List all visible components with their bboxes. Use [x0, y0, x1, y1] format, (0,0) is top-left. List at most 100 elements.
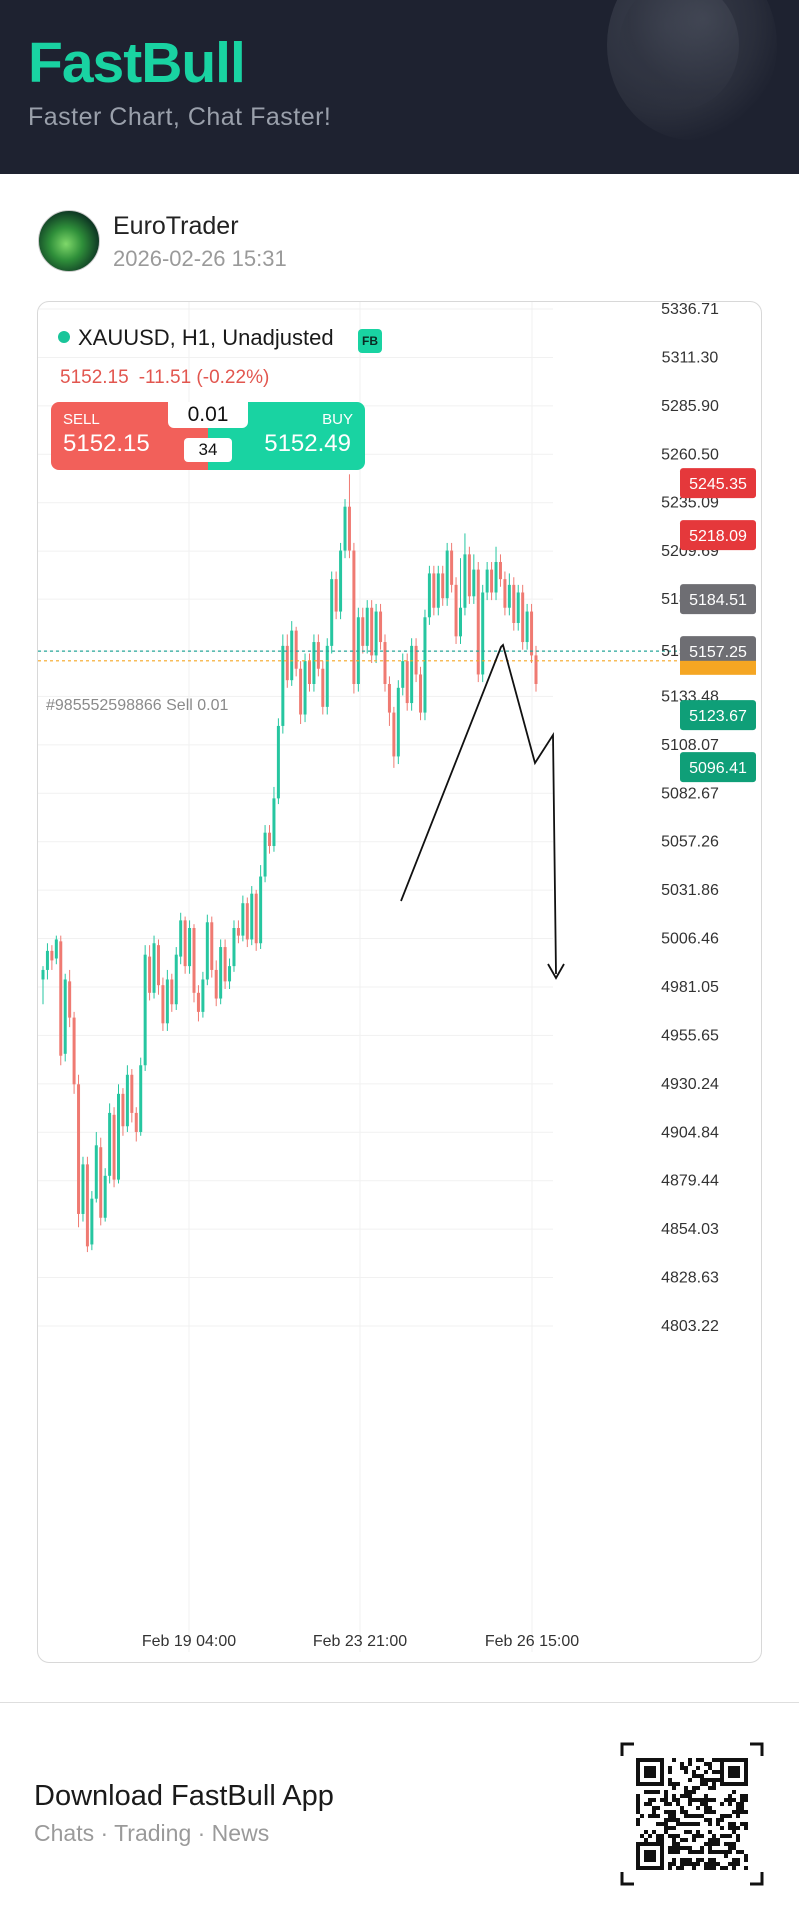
- price-change: -11.51 (-0.22%): [138, 367, 270, 388]
- qr-module: [732, 1858, 736, 1862]
- candle-body: [152, 943, 156, 993]
- qr-module: [684, 1814, 688, 1818]
- candle-body: [383, 642, 387, 684]
- candle-body: [401, 661, 405, 688]
- qr-module: [684, 1770, 688, 1774]
- x-tick-label: Feb 26 15:00: [485, 1633, 579, 1650]
- qr-module: [704, 1782, 708, 1786]
- qr-module: [692, 1814, 696, 1818]
- qr-module: [728, 1842, 732, 1846]
- qr-module: [704, 1778, 708, 1782]
- candle-body: [463, 554, 467, 608]
- download-title[interactable]: Download FastBull App: [34, 1780, 334, 1812]
- qr-module: [704, 1794, 708, 1798]
- candle-body: [299, 668, 303, 715]
- arrow-head-icon: [547, 963, 565, 980]
- candle-body: [108, 1112, 112, 1176]
- y-tick-label: 4930.24: [661, 1076, 719, 1093]
- qr-module: [648, 1834, 652, 1838]
- qr-module: [652, 1798, 656, 1802]
- qr-module: [704, 1806, 708, 1810]
- qr-module: [668, 1826, 672, 1830]
- candle-body: [210, 922, 214, 970]
- candle-body: [94, 1145, 98, 1199]
- qr-module: [688, 1850, 692, 1854]
- qr-module: [712, 1850, 716, 1854]
- candle-body: [365, 607, 369, 646]
- qr-module: [716, 1770, 720, 1774]
- qr-module: [708, 1818, 712, 1822]
- qr-module: [688, 1858, 692, 1862]
- qr-module: [668, 1846, 672, 1850]
- qr-module: [672, 1782, 676, 1786]
- candle-body: [325, 645, 329, 707]
- qr-module: [684, 1838, 688, 1842]
- candle-body: [436, 573, 440, 608]
- qr-module: [656, 1822, 660, 1826]
- qr-module: [708, 1830, 712, 1834]
- qr-module: [668, 1814, 672, 1818]
- qr-module: [640, 1834, 644, 1838]
- candle-body: [232, 927, 236, 967]
- price-tag: [680, 700, 756, 731]
- qr-module: [696, 1766, 700, 1770]
- qr-module: [644, 1790, 648, 1794]
- qr-module: [696, 1758, 700, 1762]
- price-tag: [680, 520, 756, 551]
- qr-module: [736, 1862, 740, 1866]
- qr-module: [732, 1826, 736, 1830]
- qr-module: [636, 1794, 640, 1798]
- qr-module: [724, 1798, 728, 1802]
- candle-body: [467, 554, 471, 597]
- y-tick-label: 4828.63: [661, 1270, 719, 1287]
- candle-body: [334, 579, 338, 612]
- quantity-input[interactable]: 0.01: [168, 402, 248, 428]
- qr-module: [696, 1798, 700, 1802]
- qr-module: [712, 1842, 716, 1846]
- qr-module: [664, 1798, 668, 1802]
- qr-module: [696, 1858, 700, 1862]
- trend-drawing: [400, 643, 557, 975]
- qr-module: [740, 1810, 744, 1814]
- order-line-label[interactable]: #985552598866 Sell 0.01: [46, 697, 229, 714]
- candle-body: [476, 569, 480, 675]
- candle-body: [370, 607, 374, 656]
- y-tick-label: 5285.90: [661, 398, 719, 415]
- candle-body: [45, 950, 49, 970]
- qr-module: [636, 1806, 640, 1810]
- qr-module: [676, 1842, 680, 1846]
- username[interactable]: EuroTrader: [113, 212, 239, 240]
- candle-body: [445, 550, 449, 599]
- qr-module: [732, 1810, 736, 1814]
- qr-module: [664, 1802, 668, 1806]
- qr-module: [700, 1774, 704, 1778]
- trade-panel[interactable]: SELL 5152.15 BUY 5152.49 0.01 34: [51, 402, 365, 470]
- candle-body: [228, 966, 232, 982]
- qr-module: [668, 1866, 672, 1870]
- qr-module: [636, 1822, 640, 1826]
- buy-button[interactable]: BUY 5152.49: [208, 402, 365, 470]
- candle-body: [516, 592, 520, 623]
- chart-card[interactable]: 5336.71 5311.30 5285.90 5260.50 5235.09 5209.…: [37, 301, 762, 1663]
- qr-module: [664, 1822, 668, 1826]
- qr-module: [660, 1838, 664, 1842]
- qr-module: [680, 1806, 684, 1810]
- qr-module: [680, 1822, 684, 1826]
- candle-body: [50, 950, 54, 961]
- buy-price: 5152.49: [264, 430, 351, 457]
- qr-code-icon[interactable]: [620, 1742, 764, 1886]
- candle-body: [281, 645, 285, 726]
- candle-body: [139, 1065, 143, 1132]
- price-chart[interactable]: 5336.715311.305285.905260.505235.095209.…: [38, 302, 762, 1663]
- qr-module: [644, 1838, 648, 1842]
- candle-body: [307, 661, 311, 684]
- avatar[interactable]: [38, 210, 100, 272]
- qr-module: [708, 1786, 712, 1790]
- qr-module: [708, 1866, 712, 1870]
- candle-body: [472, 569, 476, 597]
- leverage-value[interactable]: 34: [184, 438, 232, 462]
- qr-module: [668, 1810, 672, 1814]
- qr-module: [684, 1766, 688, 1770]
- qr-module: [744, 1858, 748, 1862]
- candle-body: [458, 607, 462, 637]
